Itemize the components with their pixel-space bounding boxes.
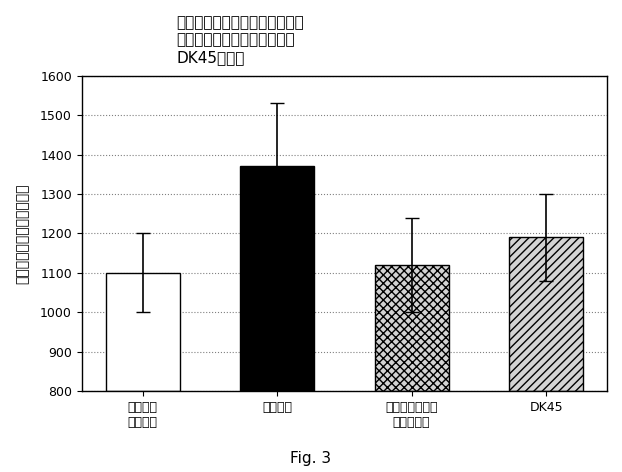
Text: Fig. 3: Fig. 3 — [290, 451, 332, 465]
Y-axis label: 経口グルコース耐性テスト: 経口グルコース耐性テスト — [15, 183, 29, 284]
Bar — [509, 237, 583, 391]
Text: 高脂肪食餌によって誘導された
糖尿病モデルマウスに対する
DK45の作用: 高脂肪食餌によって誘導された 糖尿病モデルマウスに対する DK45の作用 — [176, 15, 304, 65]
Bar — [106, 273, 180, 391]
Bar — [240, 166, 314, 391]
Bar — [374, 265, 448, 391]
